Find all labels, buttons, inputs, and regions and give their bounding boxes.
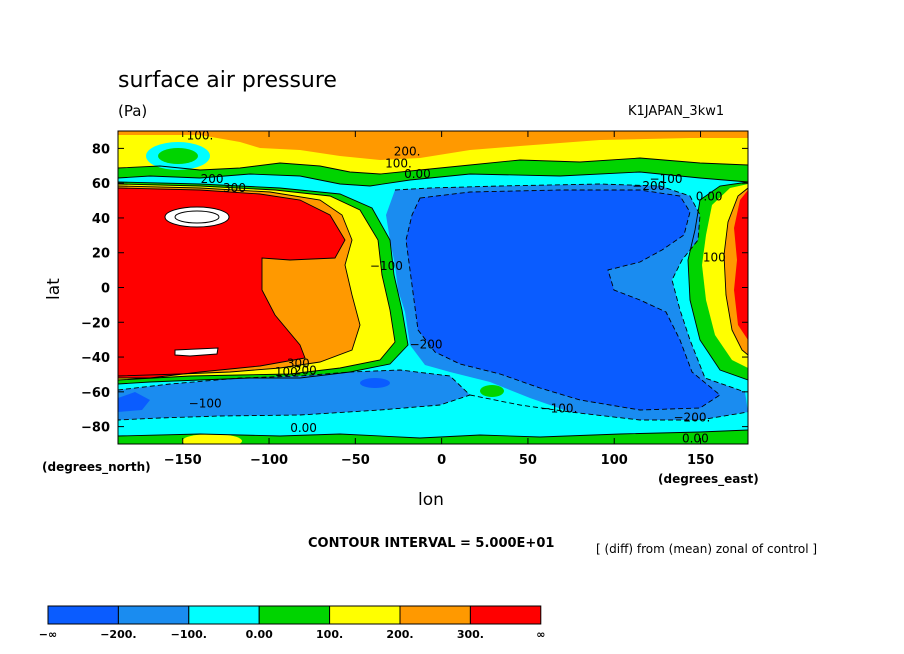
colorbar-label: 100. [316,628,343,641]
contour-label: 200 [201,172,224,186]
colorbar-label: ∞ [536,628,545,641]
contour-interval: CONTOUR INTERVAL = 5.000E+01 [308,536,555,551]
x-tick-label: −100 [250,453,288,468]
colorbar-swatch [47,605,119,625]
x-tick-label: −150 [164,453,202,468]
contour-lines [118,157,748,439]
y-tick-label: 20 [92,247,110,262]
contour-label: −100 [189,396,222,410]
contour-label: −100 [370,259,403,273]
contour-label: −100. [541,402,578,416]
colorbar-swatch [188,605,260,625]
x-unit-label: (degrees_east) [658,472,759,486]
y-tick-label: 60 [92,177,110,192]
region-east-red [734,190,748,340]
colorbar-swatch [399,605,471,625]
x-axis-label: lon [418,490,444,510]
y-tick-label: −20 [81,316,110,331]
region-south-blue-blob [360,378,390,388]
x-tick-label: −50 [341,453,370,468]
contour-label: 100. [385,157,412,171]
colorbar-label: −200. [100,628,136,641]
x-tick-label: 50 [519,453,537,468]
colorbar-swatch [117,605,190,625]
contour-label: 0.00 [290,421,317,435]
comparison-note: [ (diff) from (mean) zonal of control ] [596,542,818,556]
colorbar-label: −100. [171,628,207,641]
run-label: K1JAPAN_3kw1 [628,104,725,119]
colorbar-label: 200. [386,628,413,641]
region-south-green [118,430,748,444]
y-tick-label: −80 [81,421,110,436]
contour-label: 0.00 [682,431,709,445]
region-high-core-1 [164,206,230,228]
colorbar-swatch [469,605,542,625]
x-tick-label: 100 [601,453,628,468]
contour-label: 0.00 [404,167,431,181]
y-tick-label: 40 [92,212,110,227]
contour-label: 100 [703,250,726,264]
colorbar-label: 0.00 [246,628,273,641]
contour-label: 100. [187,129,214,143]
region-antarctic-yellow [182,434,242,444]
contour-label: 0.00 [696,190,723,204]
region-south-blue-left [118,392,150,412]
colorbar-label: 300. [457,628,484,641]
contour-label: −200. [674,410,711,424]
y-tick-label: 80 [92,142,110,157]
x-tick-label: 150 [687,453,714,468]
contour-label: 200. [394,144,421,158]
contour-label: −100 [650,172,683,186]
region-west-red [118,188,345,378]
region-high-core-2 [174,210,220,224]
contour-label: 200 [294,363,317,377]
region-antarctic-green [480,385,504,397]
chart-title: surface air pressure [118,68,337,93]
region-north-orange [118,131,748,160]
colorbar-label: −∞ [39,628,57,641]
region-high-core-3 [174,347,219,357]
contour-label: 300 [287,356,310,370]
y-tick-label: 0 [101,282,110,297]
y-tick-label: −60 [81,386,110,401]
y-tick-label: −40 [81,351,110,366]
contour-label: 300 [223,181,246,195]
y-unit-label: (degrees_north) [42,460,151,474]
x-tick-label: 0 [437,453,446,468]
negative-contour-lines [118,183,748,421]
region-arctic-green [158,148,198,164]
units-label: (Pa) [118,102,148,120]
contour-label: −200 [632,179,665,193]
contour-label: 100 [275,365,298,379]
colorbar-swatch [258,605,331,625]
contour-label: −200 [410,337,443,351]
colorbar-swatch [329,605,401,625]
region-center-blue [406,190,720,410]
